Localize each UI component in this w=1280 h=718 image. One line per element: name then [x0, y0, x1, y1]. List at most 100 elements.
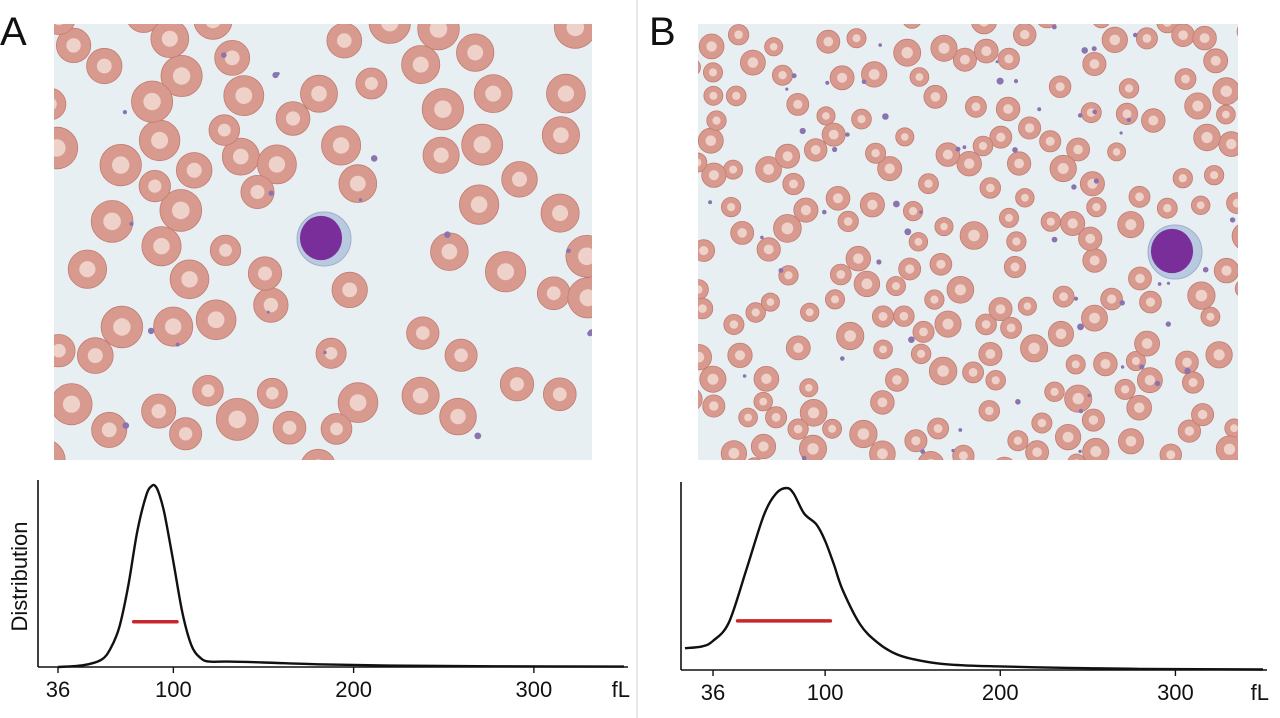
- central-pallor: [1109, 34, 1121, 46]
- central-pallor: [1004, 54, 1014, 64]
- red-blood-cell: [193, 24, 233, 40]
- central-pallor: [782, 151, 793, 162]
- platelet: [951, 448, 955, 453]
- central-pallor: [55, 24, 63, 26]
- red-blood-cell: [301, 448, 335, 460]
- central-pallor: [1134, 402, 1145, 413]
- platelet: [882, 113, 889, 120]
- central-pallor: [1220, 85, 1232, 97]
- platelet: [832, 146, 838, 153]
- histogram-chart: 36 100 200 300 fL Distribution: [7, 480, 630, 702]
- central-pallor: [853, 253, 864, 264]
- central-pallor: [1071, 360, 1080, 369]
- central-pallor: [112, 156, 130, 174]
- central-pallor: [1092, 203, 1101, 212]
- central-pallor: [512, 171, 527, 187]
- central-pallor: [867, 199, 878, 210]
- central-pallor: [315, 459, 322, 460]
- platelet: [878, 43, 882, 47]
- central-pallor: [1195, 289, 1208, 302]
- red-blood-cell: [1226, 192, 1238, 214]
- central-pallor: [1135, 273, 1145, 284]
- red-blood-cell: [1067, 453, 1086, 460]
- central-pallor: [968, 229, 980, 242]
- central-pallor: [706, 41, 717, 52]
- central-pallor: [1059, 292, 1068, 301]
- central-pallor: [54, 343, 66, 358]
- central-pallor: [412, 387, 429, 404]
- central-pallor: [1089, 59, 1100, 69]
- central-pallor: [709, 91, 718, 100]
- central-pallor: [1226, 138, 1237, 150]
- central-pallor: [497, 263, 515, 281]
- platelet: [1092, 109, 1097, 115]
- central-pallor: [205, 24, 221, 29]
- central-pallor: [800, 205, 811, 216]
- red-blood-cell: [54, 24, 75, 35]
- central-pallor: [769, 43, 778, 51]
- platelet: [122, 110, 127, 115]
- central-pallor: [1201, 131, 1213, 144]
- central-pallor: [917, 349, 926, 358]
- central-pallor: [1197, 409, 1208, 420]
- central-pallor: [985, 349, 996, 359]
- platelet: [778, 268, 784, 273]
- platelet: [1165, 321, 1171, 327]
- central-pallor: [1182, 357, 1192, 368]
- central-pallor: [429, 24, 448, 38]
- platelet: [1071, 184, 1077, 190]
- platelet: [1166, 281, 1171, 285]
- central-pallor: [978, 141, 988, 151]
- leukocyte-nucleus: [299, 215, 343, 261]
- central-pallor: [1125, 219, 1137, 231]
- central-pallor: [778, 71, 787, 80]
- central-pallor: [578, 247, 592, 266]
- central-pallor: [1141, 338, 1153, 349]
- central-pallor: [971, 102, 981, 112]
- central-pallor: [201, 384, 215, 398]
- central-pallor: [228, 410, 247, 429]
- central-pallor: [793, 342, 804, 353]
- central-pallor: [467, 44, 484, 61]
- central-pallor: [1062, 431, 1074, 443]
- platelet: [760, 235, 764, 240]
- central-pallor: [1028, 342, 1040, 354]
- central-pallor: [1131, 357, 1140, 365]
- x-tick-label: 36: [701, 680, 725, 705]
- central-pallor: [1192, 100, 1204, 112]
- platelet: [272, 72, 279, 79]
- platelet: [1157, 282, 1162, 286]
- red-blood-cell: [1234, 281, 1238, 296]
- central-pallor: [793, 99, 803, 109]
- platelet: [791, 73, 797, 79]
- central-pallor: [831, 295, 839, 304]
- central-pallor: [1184, 426, 1195, 436]
- volume-distribution-histogram: 36 100 200 300 fL Distribution: [0, 476, 638, 718]
- central-pallor: [285, 111, 301, 126]
- central-pallor: [364, 77, 378, 90]
- central-pallor: [1120, 385, 1130, 394]
- central-pallor: [1178, 30, 1188, 40]
- central-pallor: [707, 373, 719, 385]
- central-pallor: [930, 295, 939, 304]
- central-pallor: [758, 441, 769, 452]
- central-pallor: [311, 85, 327, 102]
- platelet: [1077, 323, 1084, 331]
- central-pallor: [729, 320, 739, 329]
- central-pallor: [878, 312, 888, 321]
- central-pallor: [737, 228, 747, 238]
- central-pallor: [837, 72, 848, 83]
- blood-smear-image: [54, 24, 592, 460]
- central-pallor: [1163, 204, 1172, 213]
- central-pallor: [1142, 34, 1152, 43]
- central-pallor: [942, 149, 953, 160]
- central-pallor: [557, 85, 574, 102]
- central-pallor: [268, 156, 286, 173]
- central-pallor: [233, 148, 249, 165]
- platelet: [876, 259, 882, 265]
- central-pallor: [810, 145, 821, 155]
- central-pallor: [892, 375, 902, 385]
- central-pallor: [579, 289, 592, 307]
- central-pallor: [79, 261, 96, 278]
- platelet: [1093, 178, 1099, 184]
